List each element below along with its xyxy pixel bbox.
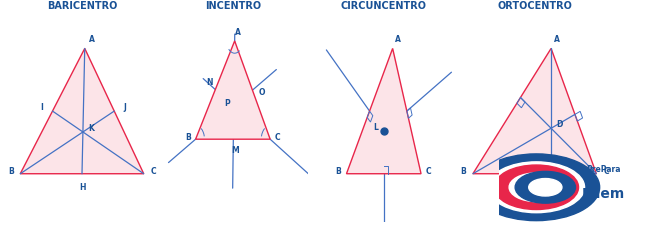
Polygon shape [195,41,270,139]
Text: A: A [395,35,401,44]
Circle shape [473,154,600,221]
Text: B: B [186,133,192,142]
Text: A: A [554,35,560,44]
Text: B: B [8,168,14,176]
Title: INCENTRO: INCENTRO [205,1,261,11]
Text: I: I [40,103,43,112]
Text: L: L [373,123,379,132]
Text: O: O [259,88,266,97]
Text: Enem: Enem [581,187,625,201]
Circle shape [509,173,564,202]
Polygon shape [473,48,596,174]
Text: C: C [274,133,280,142]
Text: M: M [231,146,239,155]
Text: B: B [336,168,341,176]
Text: B: B [461,168,466,176]
Circle shape [515,171,575,203]
Text: A: A [236,28,241,37]
Text: K: K [88,124,94,133]
Text: J: J [124,103,127,112]
Text: D: D [556,120,562,129]
Text: A: A [89,35,94,44]
Text: N: N [206,78,213,87]
Circle shape [488,162,584,213]
Polygon shape [346,48,421,174]
Text: P: P [224,99,230,108]
Text: C: C [425,168,431,176]
Text: C: C [150,168,156,176]
Text: C: C [603,168,609,176]
Circle shape [494,165,579,210]
Title: CIRCUNCENTRO: CIRCUNCENTRO [340,1,427,11]
Text: PrePara: PrePara [586,165,621,174]
Polygon shape [20,48,144,174]
Title: BARICENTRO: BARICENTRO [47,1,117,11]
Title: ORTOCENTRO: ORTOCENTRO [497,1,572,11]
Text: H: H [79,183,85,192]
Circle shape [529,178,562,196]
